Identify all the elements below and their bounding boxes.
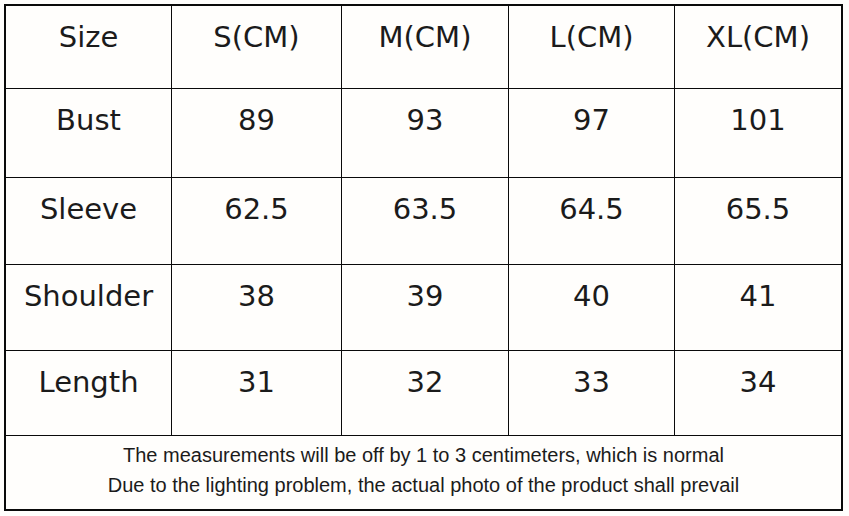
row-label-bust: Bust xyxy=(6,89,172,178)
header-cell-l: L(CM) xyxy=(509,6,675,89)
cell-sleeve-l: 64.5 xyxy=(509,178,675,265)
cell-bust-l: 97 xyxy=(509,89,675,178)
header-cell-size: Size xyxy=(6,6,172,89)
cell-length-s: 31 xyxy=(172,351,342,436)
cell-shoulder-l: 40 xyxy=(509,265,675,351)
cell-bust-xl: 101 xyxy=(675,89,841,178)
cell-bust-s: 89 xyxy=(172,89,342,178)
row-label-length: Length xyxy=(6,351,172,436)
cell-bust-m: 93 xyxy=(342,89,509,178)
header-cell-xl: XL(CM) xyxy=(675,6,841,89)
note-line-1: The measurements will be off by 1 to 3 c… xyxy=(6,440,841,470)
header-cell-s: S(CM) xyxy=(172,6,342,89)
cell-sleeve-m: 63.5 xyxy=(342,178,509,265)
cell-shoulder-xl: 41 xyxy=(675,265,841,351)
cell-sleeve-s: 62.5 xyxy=(172,178,342,265)
row-label-sleeve: Sleeve xyxy=(6,178,172,265)
cell-sleeve-xl: 65.5 xyxy=(675,178,841,265)
note-line-2: Due to the lighting problem, the actual … xyxy=(6,470,841,500)
notes-footer: The measurements will be off by 1 to 3 c… xyxy=(6,436,841,509)
cell-length-xl: 34 xyxy=(675,351,841,436)
size-table: Size S(CM) M(CM) L(CM) XL(CM) Bust 89 93… xyxy=(4,4,843,511)
cell-length-l: 33 xyxy=(509,351,675,436)
row-label-shoulder: Shoulder xyxy=(6,265,172,351)
cell-shoulder-m: 39 xyxy=(342,265,509,351)
header-cell-m: M(CM) xyxy=(342,6,509,89)
cell-shoulder-s: 38 xyxy=(172,265,342,351)
cell-length-m: 32 xyxy=(342,351,509,436)
size-chart-canvas: Size S(CM) M(CM) L(CM) XL(CM) Bust 89 93… xyxy=(0,0,849,516)
